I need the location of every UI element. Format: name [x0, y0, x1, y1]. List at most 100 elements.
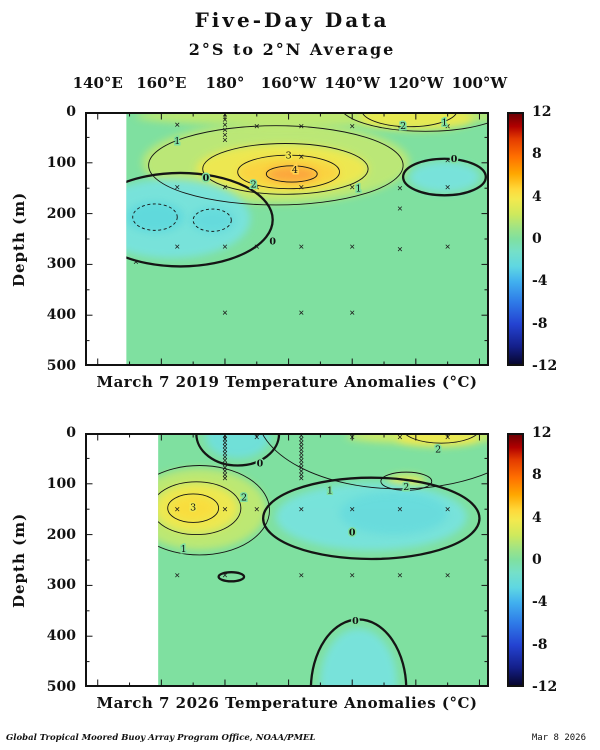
buoy-marker	[299, 124, 304, 129]
colorbar-tick-label: 8	[532, 146, 542, 163]
contour-label: 3	[286, 150, 292, 161]
buoy-marker	[350, 244, 355, 249]
buoy-marker	[445, 573, 450, 578]
buoy-marker	[350, 124, 355, 129]
buoy-marker	[299, 436, 304, 442]
contour-line-1	[158, 465, 270, 556]
buoy-marker	[222, 244, 228, 249]
y-axis-title: Depth (m)	[10, 512, 28, 608]
contour-label: 0	[203, 173, 210, 184]
y-axis-tick-label: 100	[46, 475, 76, 492]
buoy-marker	[175, 122, 180, 127]
buoy-marker	[445, 185, 450, 190]
buoy-marker	[299, 440, 304, 445]
buoy-marker	[222, 444, 228, 449]
contour-panel-2026: 3 2 1 1 2 2 0 0 0	[85, 433, 489, 687]
buoy-marker	[299, 461, 304, 467]
buoy-marker	[175, 185, 180, 190]
y-axis-tick-label: 500	[46, 679, 76, 695]
buoy-marker	[350, 573, 355, 578]
buoy-marker	[222, 454, 228, 460]
contour-line-0	[217, 571, 246, 583]
contour-line-0	[126, 171, 274, 268]
colorbar-tick-label: 4	[532, 188, 542, 205]
contour-line-1	[148, 125, 404, 206]
buoy-marker	[445, 507, 450, 512]
anomaly-blob	[189, 207, 235, 233]
colorbar	[507, 112, 524, 366]
buoy-marker	[175, 573, 180, 578]
colorbar-tick-label: 4	[532, 509, 542, 526]
anomaly-blob	[205, 433, 270, 459]
contour-line-4	[265, 165, 318, 183]
buoy-marker	[299, 458, 304, 463]
contour-line-2	[158, 481, 242, 536]
buoy-marker	[254, 507, 259, 512]
buoy-marker	[222, 122, 228, 127]
contour-line--1	[132, 203, 178, 231]
anomaly-blob	[170, 495, 216, 521]
buoy-marker	[175, 244, 180, 249]
contour-plot-2019: 1 1 2 34 0 0 0 2 1	[85, 112, 489, 366]
buoy-marker	[299, 507, 304, 512]
buoy-marker	[222, 117, 228, 122]
y-axis-title: Depth (m)	[10, 191, 28, 287]
buoy-marker	[222, 127, 228, 132]
buoy-marker	[299, 573, 304, 578]
anomaly-blob	[339, 491, 448, 535]
buoy-marker	[299, 447, 304, 452]
buoy-marker	[299, 185, 304, 190]
contour-label: 2	[251, 179, 257, 190]
colorbar-tick-label: -8	[532, 315, 548, 332]
y-axis-tick-label: 300	[46, 256, 76, 273]
x-axis-label: 160°E	[136, 74, 187, 92]
buoy-marker	[222, 132, 228, 138]
colorbar-tick-label: 8	[532, 467, 542, 484]
buoy-marker	[397, 186, 403, 191]
contour-line-2	[404, 433, 479, 444]
contour-label: 2	[241, 493, 247, 504]
buoy-marker	[397, 206, 403, 211]
buoy-marker	[299, 444, 304, 449]
buoy-marker	[222, 137, 228, 143]
buoy-marker	[299, 465, 304, 470]
x-axis-label: 100°W	[451, 74, 508, 92]
y-axis-tick-label: 200	[46, 205, 76, 222]
buoy-marker	[222, 468, 228, 474]
x-axis-label: 140°W	[324, 74, 381, 92]
contour-label: 0	[269, 237, 276, 248]
buoy-marker	[397, 126, 403, 131]
contour-label: 1	[356, 183, 362, 194]
contour-line-1	[261, 433, 489, 490]
contour-label: 2	[400, 121, 406, 132]
buoy-marker	[350, 185, 355, 190]
contour-line-2	[202, 143, 369, 195]
y-axis-tick-label: 0	[66, 425, 76, 441]
buoy-marker	[299, 454, 304, 460]
contour-line-0	[401, 157, 487, 197]
contour-label: 1	[181, 544, 187, 555]
contour-label: 1	[327, 486, 333, 497]
contour-line-2	[361, 112, 458, 128]
x-axis-label: 160°W	[260, 74, 317, 92]
contour-line-2	[380, 471, 433, 491]
y-axis-tick-label: 400	[46, 628, 76, 645]
y-axis-tick-label: 500	[46, 358, 76, 374]
buoy-marker	[350, 310, 355, 315]
anomaly-blob	[320, 628, 397, 687]
buoy-marker	[299, 310, 304, 315]
buoy-marker	[254, 185, 259, 190]
buoy-marker	[254, 124, 259, 129]
contour-label: 1	[174, 136, 180, 147]
colorbar-tick-label: -4	[532, 273, 548, 290]
buoy-marker	[222, 461, 228, 467]
buoy-marker	[222, 447, 228, 452]
anomaly-blob	[396, 433, 480, 447]
buoy-marker	[222, 185, 228, 190]
contour-label: 2	[403, 482, 409, 493]
contour-line--1	[192, 208, 232, 232]
anomaly-blob	[409, 161, 480, 193]
colorbar	[507, 433, 524, 687]
y-axis-tick-label: 400	[46, 307, 76, 324]
